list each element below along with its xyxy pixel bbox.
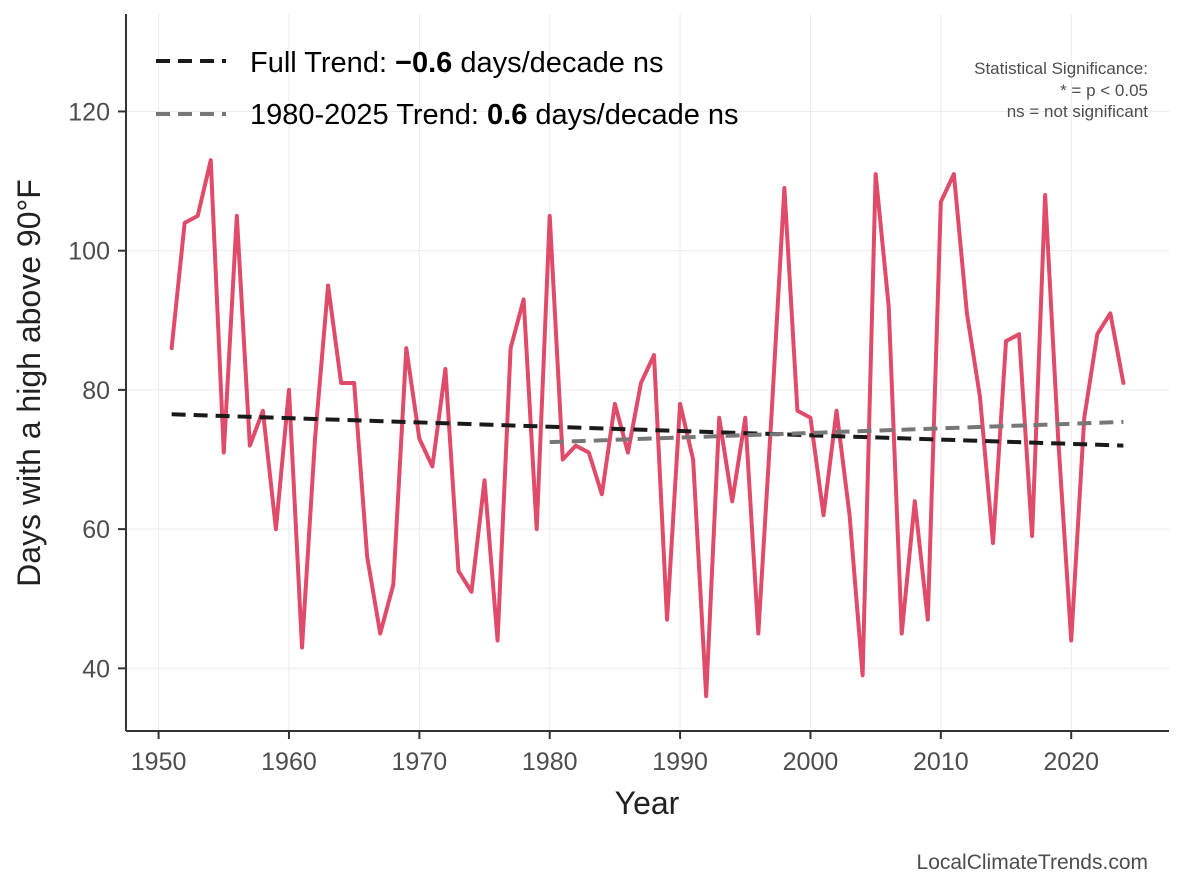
- y-tick-label: 60: [82, 516, 110, 544]
- y-tick-label: 80: [82, 377, 110, 405]
- significance-note-line2: * = p < 0.05: [1060, 81, 1148, 100]
- x-tick-label: 2010: [913, 748, 969, 776]
- series-line-days-above-90f: [169, 158, 1126, 699]
- axes: [125, 14, 1169, 732]
- x-tick-label: 1970: [392, 748, 448, 776]
- y-axis-title: Days with a high above 90°F: [11, 179, 47, 587]
- legend: Full Trend: −0.6 days/decade ns 1980-202…: [156, 47, 739, 131]
- ticks: 1950 1960 1970 1980 1990 2000 2010 2020 40 60 80 10…: [68, 98, 1099, 776]
- x-tick-label: 2020: [1043, 748, 1099, 776]
- legend-full-prefix: Full Trend:: [250, 47, 395, 79]
- y-tick-label: 120: [68, 98, 110, 126]
- x-tick-label: 1990: [652, 748, 708, 776]
- legend-recent-suffix: days/decade ns: [527, 99, 738, 131]
- legend-full-value: −0.6: [395, 47, 452, 79]
- x-tick-label: 1960: [261, 748, 317, 776]
- legend-full-suffix: days/decade ns: [452, 47, 663, 79]
- trend-lines: [171, 412, 1124, 448]
- data-series: [169, 158, 1126, 699]
- source-credit: LocalClimateTrends.com: [917, 851, 1148, 874]
- legend-recent-value: 0.6: [487, 99, 527, 131]
- legend-full-trend-label: Full Trend: −0.6 days/decade ns: [250, 47, 664, 79]
- y-tick-label: 40: [82, 655, 110, 683]
- significance-note-line1: Statistical Significance:: [974, 59, 1148, 78]
- full-trend-line: [171, 412, 1124, 448]
- y-tick-label: 100: [68, 238, 110, 266]
- legend-recent-trend-label: 1980-2025 Trend: 0.6 days/decade ns: [250, 99, 739, 131]
- x-tick-label: 2000: [783, 748, 839, 776]
- x-axis-title: Year: [615, 785, 680, 821]
- recent-trend-line: [549, 419, 1124, 445]
- x-tick-label: 1980: [522, 748, 578, 776]
- legend-recent-prefix: 1980-2025 Trend:: [250, 99, 487, 131]
- significance-note-line3: ns = not significant: [1007, 102, 1149, 121]
- significance-note: Statistical Significance: * = p < 0.05 n…: [974, 59, 1148, 121]
- x-tick-label: 1950: [131, 748, 187, 776]
